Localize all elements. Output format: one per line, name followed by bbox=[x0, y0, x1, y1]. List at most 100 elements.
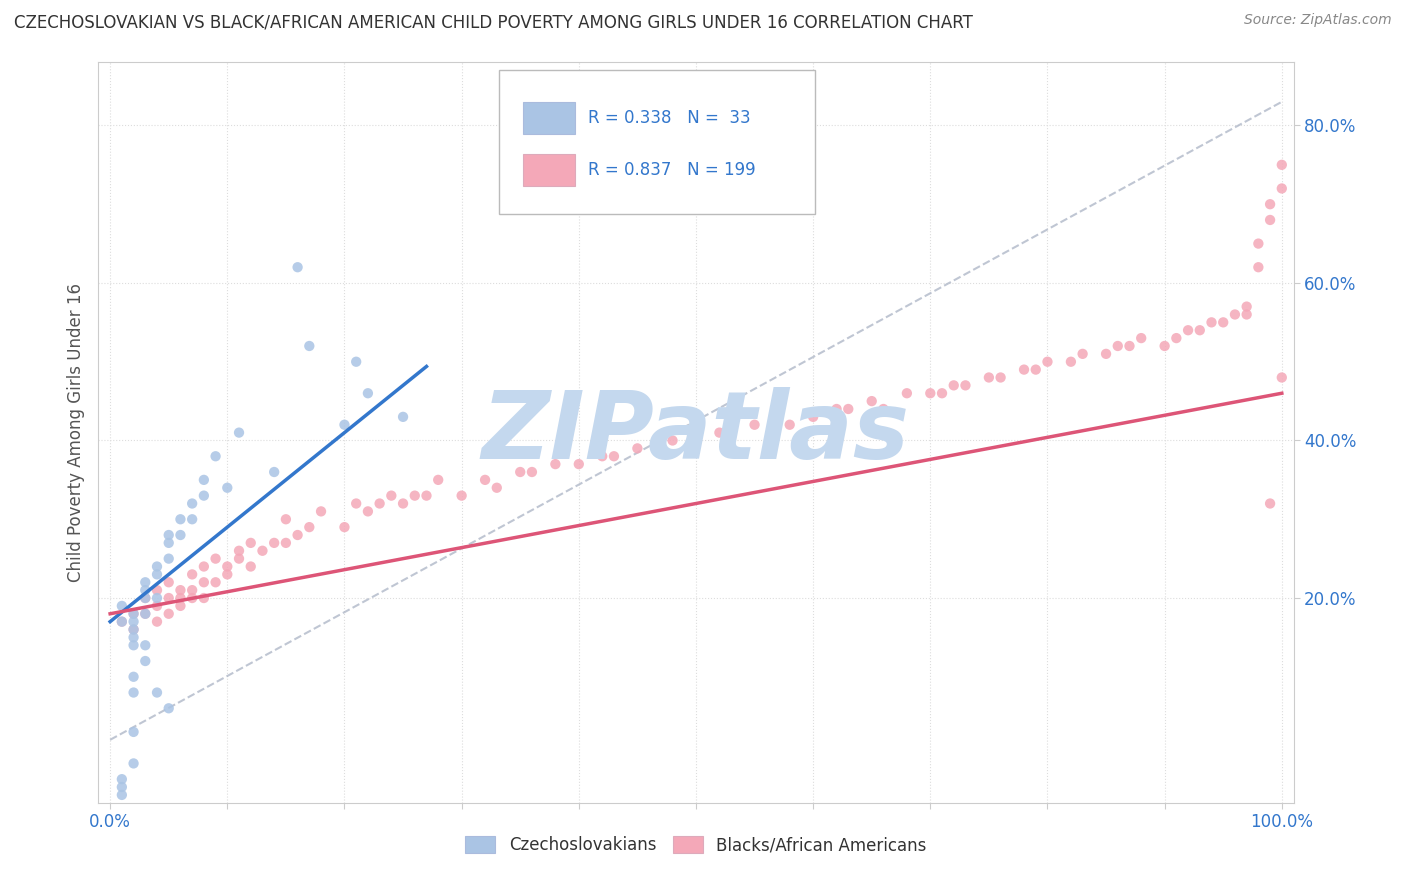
Point bbox=[111, 780, 134, 794]
Point bbox=[1271, 370, 1294, 384]
Point bbox=[1247, 260, 1270, 275]
Point bbox=[1258, 197, 1281, 211]
Point bbox=[146, 559, 169, 574]
Point bbox=[626, 442, 648, 456]
Point bbox=[779, 417, 801, 432]
Point bbox=[942, 378, 965, 392]
Point bbox=[1012, 362, 1035, 376]
Point bbox=[1247, 236, 1270, 251]
Point bbox=[122, 638, 145, 652]
Text: R = 0.837   N = 199: R = 0.837 N = 199 bbox=[589, 161, 756, 178]
Y-axis label: Child Poverty Among Girls Under 16: Child Poverty Among Girls Under 16 bbox=[66, 283, 84, 582]
Point bbox=[1236, 300, 1258, 314]
Point bbox=[146, 685, 169, 699]
Point bbox=[1177, 323, 1199, 337]
Point bbox=[157, 528, 180, 542]
Point bbox=[134, 591, 156, 605]
Point bbox=[1060, 355, 1083, 369]
Point bbox=[872, 402, 894, 417]
Point bbox=[146, 567, 169, 582]
Point bbox=[169, 583, 191, 598]
Point bbox=[111, 599, 134, 613]
Point bbox=[193, 489, 215, 503]
Point bbox=[1166, 331, 1188, 345]
Point bbox=[181, 512, 204, 526]
Point bbox=[157, 551, 180, 566]
Point bbox=[217, 567, 239, 582]
Point bbox=[157, 607, 180, 621]
Point bbox=[685, 434, 707, 448]
Point bbox=[169, 512, 191, 526]
Point bbox=[204, 449, 226, 463]
Point bbox=[181, 496, 204, 510]
Point bbox=[709, 425, 731, 440]
Point bbox=[134, 575, 156, 590]
Legend: Czechoslovakians, Blacks/African Americans: Czechoslovakians, Blacks/African America… bbox=[458, 830, 934, 861]
Point bbox=[1095, 347, 1118, 361]
Point bbox=[122, 756, 145, 771]
Point bbox=[204, 551, 226, 566]
Point bbox=[1271, 158, 1294, 172]
Point bbox=[122, 607, 145, 621]
Point bbox=[1258, 496, 1281, 510]
Text: R = 0.338   N =  33: R = 0.338 N = 33 bbox=[589, 109, 751, 127]
Point bbox=[252, 543, 274, 558]
Point bbox=[1188, 323, 1211, 337]
Point bbox=[298, 339, 321, 353]
Point bbox=[1025, 362, 1047, 376]
Point bbox=[169, 528, 191, 542]
Point bbox=[122, 631, 145, 645]
FancyBboxPatch shape bbox=[523, 153, 575, 186]
Point bbox=[357, 386, 380, 401]
Point bbox=[239, 536, 262, 550]
Point bbox=[650, 442, 672, 456]
Point bbox=[1223, 308, 1246, 322]
Point bbox=[474, 473, 496, 487]
Point bbox=[169, 599, 191, 613]
Point bbox=[193, 559, 215, 574]
Point bbox=[193, 591, 215, 605]
Point bbox=[204, 575, 226, 590]
Point bbox=[955, 378, 977, 392]
Point bbox=[333, 417, 356, 432]
Point bbox=[392, 496, 415, 510]
Point bbox=[661, 434, 683, 448]
Point bbox=[193, 473, 215, 487]
Point bbox=[801, 409, 824, 424]
Point bbox=[134, 607, 156, 621]
Point bbox=[744, 417, 766, 432]
Point bbox=[1036, 355, 1059, 369]
Point bbox=[1271, 181, 1294, 195]
Point bbox=[837, 402, 859, 417]
Point bbox=[181, 591, 204, 605]
Point bbox=[217, 559, 239, 574]
Text: ZIPatlas: ZIPatlas bbox=[482, 386, 910, 479]
Point bbox=[228, 551, 250, 566]
Point bbox=[157, 591, 180, 605]
Point bbox=[193, 575, 215, 590]
Point bbox=[122, 623, 145, 637]
Point bbox=[1153, 339, 1175, 353]
Point bbox=[404, 489, 426, 503]
Point bbox=[860, 394, 883, 409]
Point bbox=[568, 457, 591, 471]
Point bbox=[111, 615, 134, 629]
Point bbox=[263, 465, 285, 479]
Point bbox=[368, 496, 391, 510]
Point bbox=[122, 670, 145, 684]
FancyBboxPatch shape bbox=[523, 102, 575, 135]
Point bbox=[591, 449, 613, 463]
Point bbox=[509, 465, 531, 479]
Point bbox=[977, 370, 1000, 384]
Point bbox=[485, 481, 508, 495]
Point bbox=[122, 725, 145, 739]
Point bbox=[544, 457, 567, 471]
Point bbox=[1130, 331, 1153, 345]
Point bbox=[157, 536, 180, 550]
Point bbox=[134, 607, 156, 621]
Point bbox=[122, 607, 145, 621]
Point bbox=[146, 583, 169, 598]
Point bbox=[287, 260, 309, 275]
Point bbox=[122, 615, 145, 629]
Point bbox=[146, 591, 169, 605]
